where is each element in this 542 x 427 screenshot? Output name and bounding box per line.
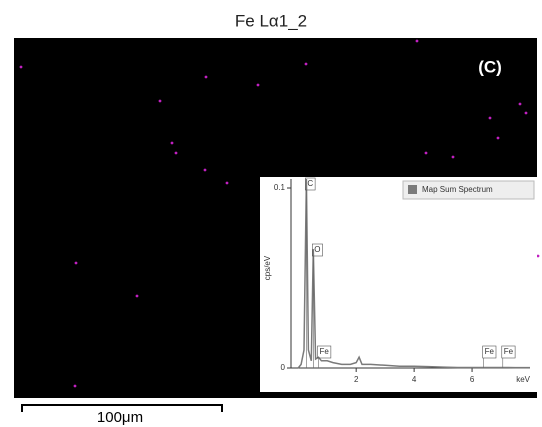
x-tick-label: 2 [354, 375, 359, 384]
y-tick-label: 0 [281, 363, 286, 372]
x-axis-label: keV [516, 375, 530, 384]
legend-label: Map Sum Spectrum [422, 185, 493, 194]
x-tick-label: 6 [470, 375, 475, 384]
peak-label: Fe [504, 347, 514, 356]
legend-swatch [408, 185, 417, 194]
figure: Fe Lα1_2 (C) 100μm 0 0.1 2 4 6 keV cps/eV Map S… [0, 0, 542, 427]
y-axis-label: cps/eV [263, 255, 272, 280]
scale-bar-label: 100μm [97, 409, 143, 426]
x-tick-label: 4 [412, 375, 417, 384]
map-title: Fe Lα1_2 [235, 11, 307, 30]
peak-label: Fe [485, 347, 495, 356]
y-tick-label: 0.1 [274, 183, 286, 192]
peak-label: C [307, 179, 313, 188]
peak-label: Fe [320, 347, 330, 356]
peak-label: O [314, 245, 320, 254]
panel-label: (C) [478, 57, 502, 76]
